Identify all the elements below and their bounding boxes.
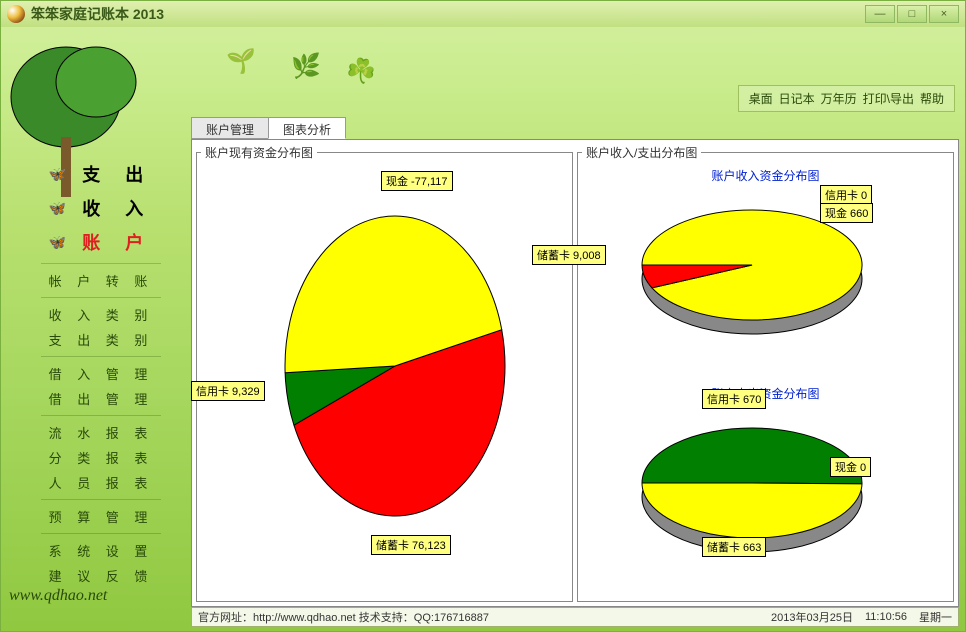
statusbar: 官方网址：http://www.qdhao.net 技术支持：QQ:176716… — [191, 607, 959, 627]
content: 账户管理 图表分析 账户现有资金分布图 现金 -77,117信用卡 9,329储… — [191, 117, 959, 607]
panel-left-legend: 账户现有资金分布图 — [201, 144, 317, 161]
nav-print-export[interactable]: 打印\导出 — [861, 90, 916, 107]
nav-diary[interactable]: 日记本 — [777, 90, 817, 107]
callout: 储蓄卡 76,123 — [371, 535, 451, 555]
status-time: 11:10:56 — [865, 611, 907, 623]
sidebar-item-5-1[interactable]: 建 议 反 馈 — [21, 563, 181, 588]
sidebar-big-label: 支 出 — [82, 161, 153, 187]
panel-right-legend: 账户收入/支出分布图 — [582, 144, 701, 161]
sidebar-item-2-1[interactable]: 借 出 管 理 — [21, 386, 181, 411]
subchart-title: 账户收入资金分布图 — [582, 167, 949, 184]
nav-calendar[interactable]: 万年历 — [819, 90, 859, 107]
main-area: 🦋 支 出 🦋 收 入 🦋 账 户 帐 户 转 账收 入 类 别支 出 类 别借 入 管 … — [1, 117, 959, 607]
header-decoration: 🌱 🌿 ☘️ 桌面 日记本 万年历 打印\导出 帮助 — [1, 27, 965, 117]
maximize-button[interactable]: □ — [897, 5, 927, 23]
tabs: 账户管理 图表分析 — [191, 117, 959, 139]
sidebar-big-0[interactable]: 🦋 支 出 — [21, 157, 181, 191]
panel-left: 账户现有资金分布图 现金 -77,117信用卡 9,329储蓄卡 76,123 — [196, 144, 573, 602]
butterfly-icon: 🦋 — [49, 234, 76, 251]
callout: 储蓄卡 9,008 — [532, 245, 606, 265]
app-window: 笨笨家庭记账本 2013 — □ × 🌱 🌿 ☘️ 桌面 日记本 万年历 打印\… — [0, 0, 966, 632]
status-left: 官方网址：http://www.qdhao.net 技术支持：QQ:176716… — [198, 609, 489, 625]
sidebar-big-2[interactable]: 🦋 账 户 — [21, 225, 181, 259]
plant-icon: 🌿 — [291, 52, 321, 81]
chart-balance-pie: 现金 -77,117信用卡 9,329储蓄卡 76,123 — [201, 165, 568, 597]
titlebar: 笨笨家庭记账本 2013 — □ × — [1, 1, 965, 27]
sidebar-item-4-0[interactable]: 预 算 管 理 — [21, 504, 181, 529]
sidebar-url[interactable]: www.qdhao.net — [9, 587, 107, 605]
butterfly-icon: 🦋 — [49, 166, 76, 183]
callout: 信用卡 0 — [820, 185, 872, 205]
sidebar-big-label: 账 户 — [82, 229, 153, 255]
sidebar-big-1[interactable]: 🦋 收 入 — [21, 191, 181, 225]
nav-help[interactable]: 帮助 — [918, 90, 946, 107]
panel-right: 账户收入/支出分布图 账户收入资金分布图储蓄卡 9,008信用卡 0现金 660… — [577, 144, 954, 602]
callout: 信用卡 670 — [702, 389, 766, 409]
tab-chart-analysis[interactable]: 图表分析 — [268, 117, 346, 139]
sidebar-item-3-1[interactable]: 分 类 报 表 — [21, 445, 181, 470]
plant-icon: ☘️ — [346, 57, 376, 86]
status-date: 2013年03月25日 — [771, 609, 853, 625]
nav-desktop[interactable]: 桌面 — [747, 90, 775, 107]
tab-account-mgmt[interactable]: 账户管理 — [191, 117, 269, 139]
status-weekday: 星期一 — [919, 609, 952, 625]
chart-income-expense: 账户收入资金分布图储蓄卡 9,008信用卡 0现金 660账户支出资金分布图信用… — [582, 167, 949, 599]
callout: 现金 -77,117 — [381, 171, 453, 191]
sidebar-item-1-0[interactable]: 收 入 类 别 — [21, 302, 181, 327]
callout: 储蓄卡 663 — [702, 537, 766, 557]
sidebar-item-3-0[interactable]: 流 水 报 表 — [21, 420, 181, 445]
callout: 信用卡 9,329 — [191, 381, 265, 401]
app-icon — [7, 5, 25, 23]
sidebar-item-2-0[interactable]: 借 入 管 理 — [21, 361, 181, 386]
plant-icon: 🌱 — [226, 47, 256, 76]
callout: 现金 0 — [830, 457, 871, 477]
butterfly-icon: 🦋 — [49, 200, 76, 217]
callout: 现金 660 — [820, 203, 873, 223]
sidebar-item-3-2[interactable]: 人 员 报 表 — [21, 470, 181, 495]
sidebar-item-1-1[interactable]: 支 出 类 别 — [21, 327, 181, 352]
window-title: 笨笨家庭记账本 2013 — [31, 4, 865, 24]
sidebar-big-label: 收 入 — [82, 195, 153, 221]
top-nav: 桌面 日记本 万年历 打印\导出 帮助 — [738, 85, 955, 112]
minimize-button[interactable]: — — [865, 5, 895, 23]
window-buttons: — □ × — [865, 5, 959, 23]
sidebar-item-0-0[interactable]: 帐 户 转 账 — [21, 268, 181, 293]
close-button[interactable]: × — [929, 5, 959, 23]
sidebar-item-5-0[interactable]: 系 统 设 置 — [21, 538, 181, 563]
sidebar: 🦋 支 出 🦋 收 入 🦋 账 户 帐 户 转 账收 入 类 别支 出 类 别借 入 管 … — [1, 117, 191, 607]
panels: 账户现有资金分布图 现金 -77,117信用卡 9,329储蓄卡 76,123 … — [191, 139, 959, 607]
